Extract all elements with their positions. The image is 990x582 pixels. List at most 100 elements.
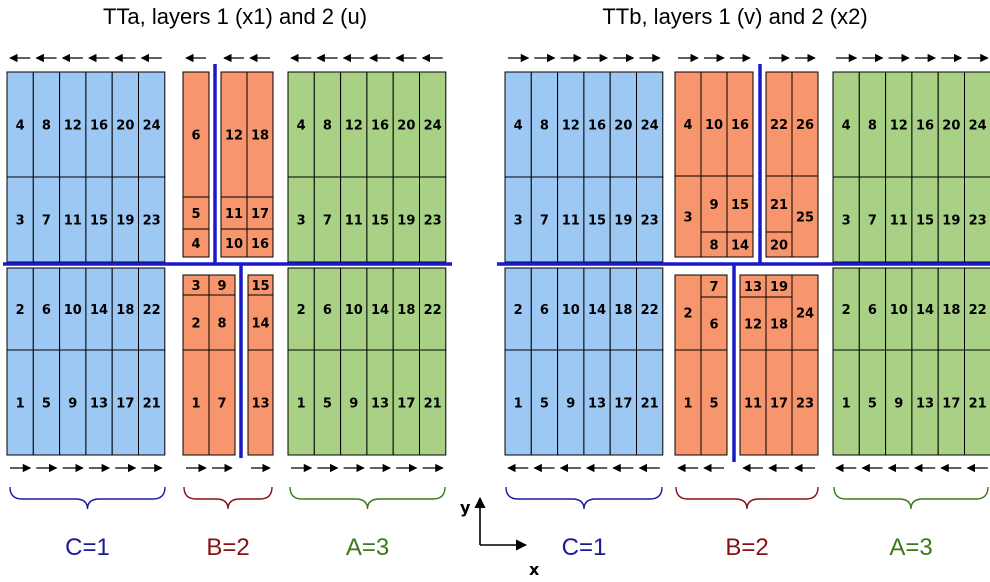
right-C-top-r1-1 [530,71,559,178]
left-A-top-r1-4-label: 20 [397,119,415,134]
left-group-C-label: C=1 [65,534,110,561]
right-B-bot-c2-r2 [700,296,728,351]
right-B-bot-c4-r3 [765,349,793,456]
right-C-top-r1-3-label: 16 [588,119,606,134]
right-B-bot-c5-r2 [791,274,819,351]
readout-direction-arrows [9,53,989,473]
left-C-top-r2-0-label: 3 [16,214,25,229]
right-B-top-c4-r1-label: 22 [770,118,788,133]
right-A-top-r2-0 [832,176,860,263]
right-B-bot-c5-r2-label: 24 [796,307,814,322]
right-B-top-c4-r1 [765,71,793,177]
right-A-bot-r1-5 [964,267,990,351]
right-A-bot-r2-4 [937,349,966,456]
right-A-bot-r2-1-label: 5 [868,397,877,412]
right-A-top-r2-5 [964,176,990,263]
left-B-bot-c1-r3-label: 1 [191,397,200,412]
left-C-bot-r2-4 [111,349,139,456]
left-A-top-r1-0 [287,71,315,178]
right-A-bot-r2-5-label: 21 [969,397,987,412]
left-C-top-r2-3 [85,176,113,263]
left-B-top-c3-r1 [246,71,274,198]
right-C-top-r1-3 [583,71,611,178]
right-group-A-brace [833,486,989,510]
right-A-bot-r1-1-label: 6 [868,303,877,318]
left-A-top-r2-1 [313,176,342,263]
right-B-bot-c3-r2 [739,296,767,351]
right-B-top-c5-r1 [791,71,819,177]
right-C-top-r2-2-label: 11 [562,214,580,229]
right-B-top-c5-r1-label: 26 [796,118,814,133]
right-B-top-c3-r1 [726,71,754,177]
right-A-top-r2-1 [858,176,887,263]
left-C-bot-r1-1 [32,267,61,351]
right-B-top-c4-r2 [765,175,793,233]
left-A-bot-r1-0 [287,267,315,351]
right-B-top-c4-r2-label: 21 [770,198,788,213]
left-A-top-r1-5-label: 24 [424,119,442,134]
left-A-bot-r2-5-label: 21 [424,397,442,412]
right-A-bot-r1-0-label: 2 [842,303,851,318]
right-B-top-c4-r3 [765,231,793,258]
left-A-bot-r2-4 [392,349,421,456]
left-A-bot-r2-5 [419,349,447,456]
left-C-bot-r2-4-label: 17 [116,397,134,412]
right-B-top-c5-r2 [791,175,819,258]
left-A-bot-r2-4-label: 17 [397,397,415,412]
left-B-top-c3-r2-label: 17 [251,207,269,222]
left-C-bot-r2-3 [85,349,113,456]
right-C-top-r1-2-label: 12 [562,119,580,134]
left-C-bot-r1-0-label: 2 [16,303,25,318]
beam-lines [3,64,990,462]
left-C-bot-r2-1-label: 5 [42,397,51,412]
right-C-top-r1-4 [609,71,638,178]
left-C-top-r1-5-label: 24 [143,119,161,134]
right-C-top-r2-1 [530,176,559,263]
left-A-bot-r1-0-label: 2 [297,303,306,318]
left-C-top-r1-3-label: 16 [90,119,108,134]
left-A-top-r1-1-label: 8 [323,119,332,134]
right-C-bot-r1-5 [636,267,664,351]
left-A-bot-r1-2-label: 10 [345,303,363,318]
left-C-top-r2-1-label: 7 [42,214,51,229]
right-A-top-r2-1-label: 7 [868,214,877,229]
right-B-bot-c2-r3 [700,349,728,456]
right-B-top-c4-r3-label: 20 [770,239,788,254]
right-C-top-r2-5 [636,176,664,263]
right-A-top-r1-1-label: 8 [868,119,877,134]
right-B-top-c5-r2-label: 25 [796,211,814,226]
left-A-top-r1-4 [392,71,421,178]
left-C-top-r1-0 [6,71,34,178]
right-B-top-c3-r1-label: 16 [731,118,749,133]
right-A-top-r2-0-label: 3 [842,214,851,229]
right-A-top-r1-5 [964,71,990,178]
left-A-bot-r2-0-label: 1 [297,397,306,412]
right-C-top-r1-5 [636,71,664,178]
right-C-bot-r1-3-label: 14 [588,303,606,318]
right-group-C-label: C=1 [562,534,607,561]
left-C-top-r2-2-label: 11 [64,214,82,229]
left-A-top-r2-5 [419,176,447,263]
right-B-top-c3-r2-label: 15 [731,198,749,213]
right-B-bot-c4-r2-label: 18 [770,318,788,333]
left-A-top-r2-1-label: 7 [323,214,332,229]
right-B-bot-c2-r3-label: 5 [709,397,718,412]
left-B-top-c1-r2-label: 5 [191,207,200,222]
right-C-bot-r2-0-label: 1 [514,397,523,412]
right-B-top-c2-r3-label: 8 [709,239,718,254]
right-C-bot-r2-4-label: 17 [614,397,632,412]
right-C-top-r1-0-label: 4 [514,119,523,134]
left-B-top-c2-r2-label: 11 [225,207,243,222]
left-B-bot-c1-r2-label: 2 [191,317,200,332]
left-B-top-c2-r3-label: 10 [225,237,243,252]
left-B-bot-c3-r2-label: 14 [251,317,269,332]
left-C-bot-r1-2-label: 10 [64,303,82,318]
left-C-bot-r1-5 [138,267,166,351]
right-A-top-r2-4 [937,176,966,263]
right-A-bot-r2-2-label: 9 [894,397,903,412]
right-A-top-r2-3 [911,176,939,263]
left-A-bot-r2-1-label: 5 [323,397,332,412]
left-A-top-r2-4-label: 19 [397,214,415,229]
right-C-bot-r2-1 [530,349,559,456]
